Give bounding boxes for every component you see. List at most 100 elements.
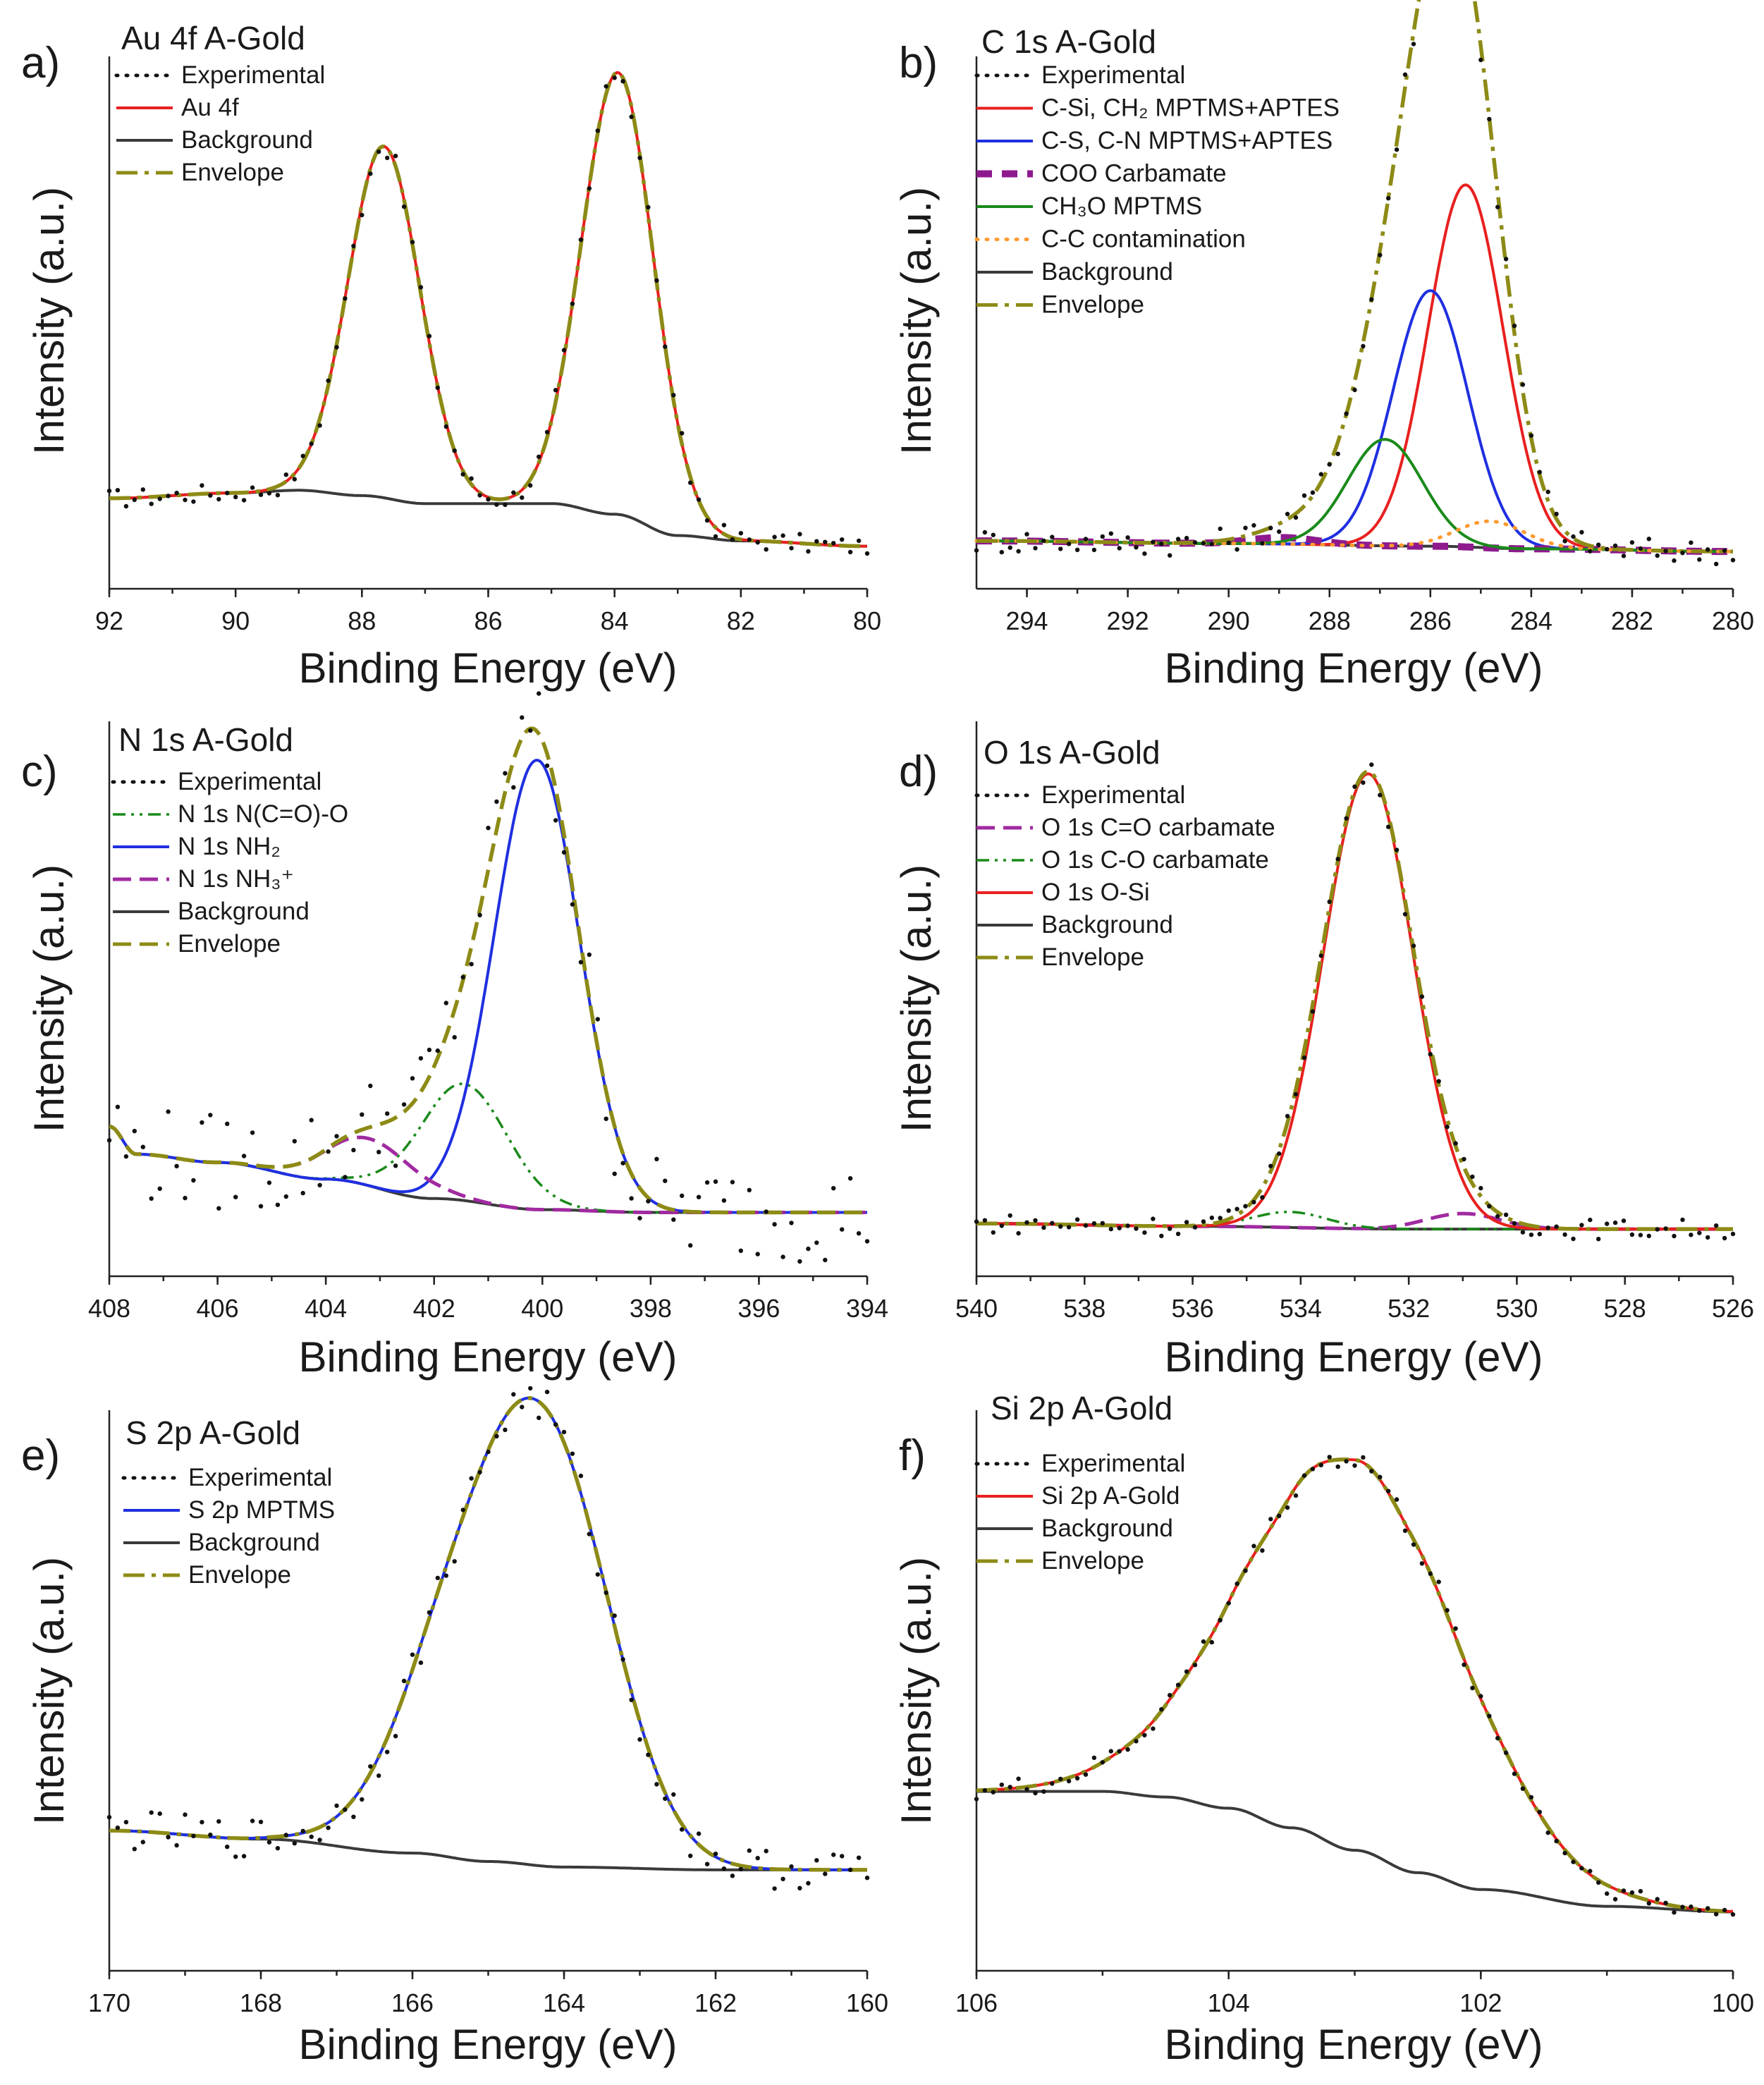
experimental-point bbox=[1512, 1221, 1517, 1226]
experimental-point bbox=[1537, 470, 1542, 475]
experimental-point bbox=[241, 1154, 247, 1158]
experimental-point bbox=[334, 1803, 339, 1809]
legend-label: Background bbox=[181, 126, 313, 154]
x-tick-label: 408 bbox=[88, 1294, 130, 1323]
experimental-point bbox=[1402, 72, 1408, 78]
experimental-point bbox=[1680, 1217, 1685, 1223]
experimental-point bbox=[1218, 526, 1223, 532]
experimental-point bbox=[738, 1866, 744, 1871]
experimental-point bbox=[1579, 530, 1584, 534]
experimental-point bbox=[418, 1660, 424, 1665]
legend-label: O 1s C-O carbamate bbox=[1041, 846, 1269, 874]
experimental-point bbox=[1066, 542, 1072, 546]
experimental-point bbox=[831, 1186, 836, 1191]
experimental-point bbox=[1730, 1912, 1736, 1917]
experimental-point bbox=[680, 1827, 685, 1832]
experimental-point bbox=[1293, 1493, 1299, 1498]
experimental-point bbox=[1277, 529, 1282, 534]
experimental-point bbox=[385, 1111, 390, 1116]
experimental-point bbox=[216, 1206, 221, 1211]
experimental-point bbox=[208, 1113, 213, 1118]
experimental-point bbox=[772, 1886, 777, 1891]
experimental-point bbox=[1663, 1900, 1668, 1905]
experimental-point bbox=[553, 818, 558, 823]
experimental-point bbox=[1016, 549, 1021, 554]
experimental-point bbox=[511, 1392, 516, 1397]
experimental-point bbox=[1529, 1794, 1534, 1800]
experimental-point bbox=[443, 424, 448, 429]
experimental-point bbox=[225, 491, 230, 496]
experimental-point bbox=[537, 454, 541, 459]
experimental-point bbox=[1310, 490, 1316, 495]
x-tick-label: 90 bbox=[221, 606, 250, 635]
experimental-point bbox=[1201, 1639, 1206, 1644]
experimental-point bbox=[1083, 1223, 1089, 1228]
x-tick-label: 86 bbox=[474, 606, 502, 635]
experimental-point bbox=[123, 1154, 129, 1159]
experimental-point bbox=[1327, 462, 1332, 467]
experimental-point bbox=[1243, 1204, 1248, 1209]
experimental-point bbox=[1251, 522, 1256, 528]
experimental-point bbox=[738, 1248, 744, 1254]
experimental-point bbox=[587, 952, 592, 958]
panel-letter: a) bbox=[21, 39, 60, 87]
experimental-point bbox=[106, 488, 112, 494]
experimental-point bbox=[1722, 1907, 1727, 1913]
experimental-point bbox=[1007, 1213, 1012, 1218]
experimental-point bbox=[1495, 1735, 1500, 1741]
experimental-point bbox=[267, 1840, 272, 1845]
experimental-point bbox=[343, 1175, 348, 1180]
experimental-point bbox=[1268, 1517, 1273, 1522]
experimental-point bbox=[747, 1187, 752, 1193]
experimental-point bbox=[1209, 542, 1215, 546]
experimental-point bbox=[1378, 793, 1383, 797]
experimental-point bbox=[351, 1814, 356, 1819]
experimental-point bbox=[840, 1227, 845, 1232]
experimental-point bbox=[680, 431, 685, 436]
panel-title: O 1s A-Gold bbox=[984, 734, 1160, 771]
experimental-point bbox=[1335, 451, 1340, 456]
experimental-point bbox=[1024, 1220, 1029, 1225]
experimental-point bbox=[604, 1116, 608, 1121]
experimental-point bbox=[477, 493, 482, 498]
experimental-point bbox=[1629, 540, 1635, 545]
experimental-point bbox=[460, 472, 465, 477]
experimental-point bbox=[654, 278, 659, 283]
experimental-point bbox=[1108, 1749, 1114, 1754]
y-axis-label: Intensity (a.u.) bbox=[893, 864, 940, 1132]
experimental-point bbox=[1050, 1781, 1055, 1786]
experimental-point bbox=[275, 493, 281, 498]
legend-label: Experimental bbox=[178, 768, 321, 795]
experimental-point bbox=[1251, 1543, 1256, 1548]
experimental-point bbox=[1562, 1850, 1567, 1856]
x-tick-label: 162 bbox=[694, 1988, 737, 2017]
x-tick-label: 528 bbox=[1604, 1294, 1646, 1323]
experimental-point bbox=[561, 1429, 567, 1435]
chart-panel-b: 294 292 290 288 286 284 282 280 b) C 1s A-Gold Int… bbox=[893, 0, 1754, 692]
experimental-point bbox=[317, 1838, 322, 1842]
experimental-point bbox=[1638, 1233, 1643, 1237]
experimental-point bbox=[1562, 1232, 1567, 1237]
experimental-point bbox=[140, 1144, 145, 1149]
experimental-point bbox=[1554, 511, 1559, 517]
experimental-point bbox=[157, 1811, 162, 1816]
experimental-point bbox=[1470, 1685, 1475, 1691]
experimental-point bbox=[553, 1422, 558, 1427]
experimental-point bbox=[1705, 1235, 1710, 1240]
experimental-point bbox=[1470, 1174, 1475, 1180]
experimental-point bbox=[1629, 1232, 1635, 1237]
experimental-point bbox=[1554, 1838, 1559, 1844]
x-tick-label: 534 bbox=[1280, 1294, 1322, 1323]
experimental-point bbox=[1621, 1888, 1627, 1893]
x-tick-label: 402 bbox=[413, 1294, 455, 1323]
experimental-point bbox=[671, 393, 676, 398]
x-tick-label: 100 bbox=[1712, 1988, 1754, 2017]
legend-label: N 1s NH₃⁺ bbox=[178, 865, 294, 893]
experimental-point bbox=[376, 1773, 381, 1778]
experimental-point bbox=[1386, 824, 1391, 829]
experimental-point bbox=[317, 423, 322, 428]
experimental-point bbox=[629, 1697, 634, 1702]
experimental-point bbox=[1318, 953, 1324, 958]
experimental-point bbox=[629, 114, 634, 119]
experimental-point bbox=[1033, 1790, 1038, 1796]
